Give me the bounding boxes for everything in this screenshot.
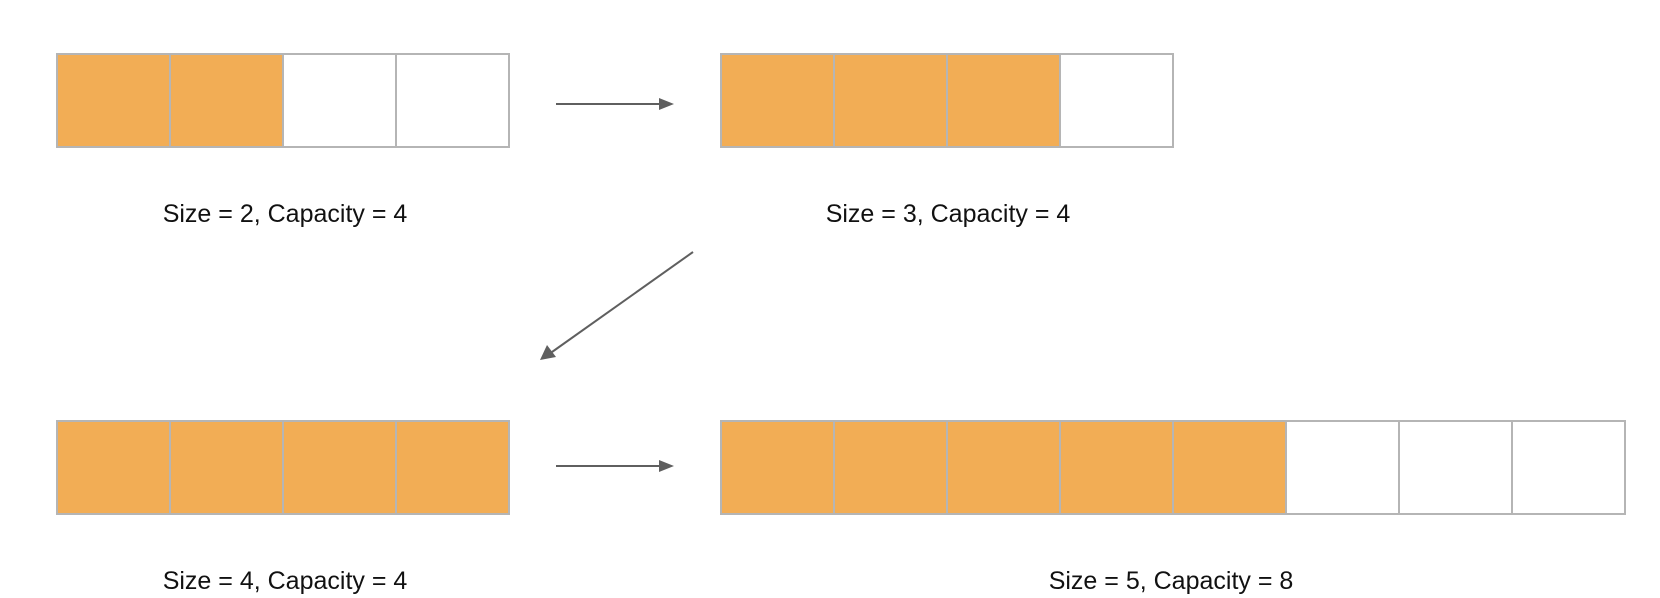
empty-cell-3	[282, 53, 397, 148]
filled-cell-4	[395, 420, 510, 515]
array-state-4	[720, 420, 1626, 515]
empty-cell-4	[1059, 53, 1174, 148]
array-state-1	[56, 53, 510, 148]
arrow-state-1-to-state-2	[556, 98, 674, 110]
filled-cell-2	[169, 420, 284, 515]
filled-cell-3	[282, 420, 397, 515]
filled-cell-1	[720, 53, 835, 148]
caption-state-4: Size = 5, Capacity = 8	[1049, 567, 1294, 595]
empty-cell-4	[395, 53, 510, 148]
empty-cell-7	[1398, 420, 1513, 515]
caption-state-1: Size = 2, Capacity = 4	[163, 200, 408, 228]
caption-state-3: Size = 4, Capacity = 4	[163, 567, 408, 595]
filled-cell-2	[833, 420, 948, 515]
arrow-state-2-to-state-3	[540, 251, 694, 360]
filled-cell-2	[169, 53, 284, 148]
arrow-state-3-to-state-4	[556, 460, 674, 472]
filled-cell-1	[720, 420, 835, 515]
filled-cell-3	[946, 420, 1061, 515]
filled-cell-2	[833, 53, 948, 148]
filled-cell-3	[946, 53, 1061, 148]
array-state-2	[720, 53, 1174, 148]
filled-cell-4	[1059, 420, 1174, 515]
empty-cell-6	[1285, 420, 1400, 515]
filled-cell-5	[1172, 420, 1287, 515]
filled-cell-1	[56, 420, 171, 515]
empty-cell-8	[1511, 420, 1626, 515]
filled-cell-1	[56, 53, 171, 148]
array-state-3	[56, 420, 510, 515]
caption-state-2: Size = 3, Capacity = 4	[826, 200, 1071, 228]
